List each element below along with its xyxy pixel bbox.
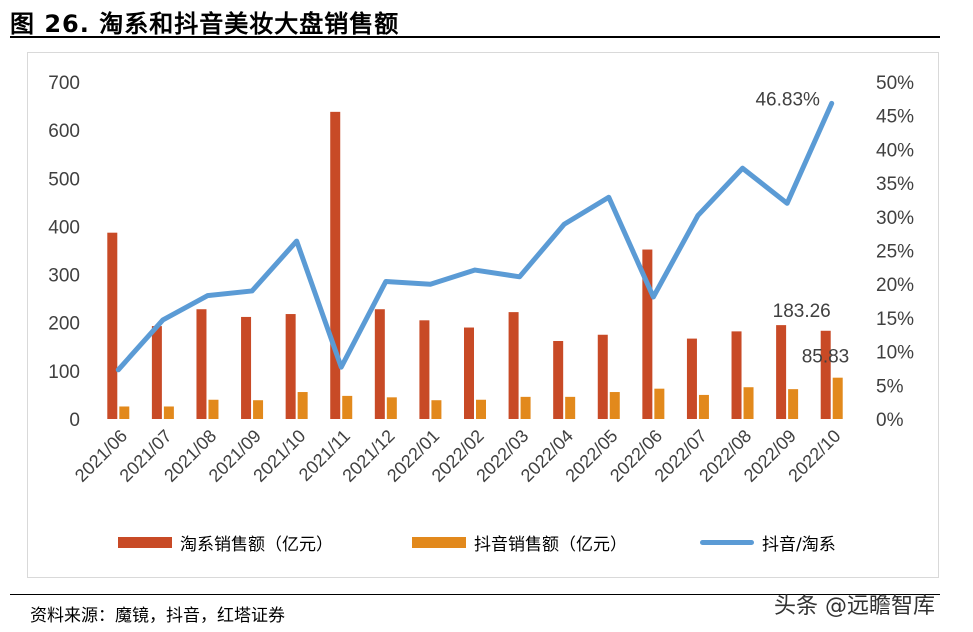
bar-taoxi <box>508 312 519 419</box>
bar-douyin <box>163 406 174 419</box>
bar-taoxi <box>642 249 653 419</box>
chart-legend: 淘系销售额（亿元） 抖音销售额（亿元） 抖音/淘系 <box>118 528 938 556</box>
legend-swatch-ratio <box>700 539 754 545</box>
right-axis-tick-label: 5% <box>876 376 904 397</box>
bar-taoxi <box>330 111 341 419</box>
bar-douyin <box>520 396 531 419</box>
bar-taoxi <box>553 341 564 419</box>
right-axis-tick-label: 50% <box>876 73 914 94</box>
right-axis-tick-label: 20% <box>876 275 914 296</box>
bar-douyin <box>788 389 799 419</box>
right-axis-tick-label: 25% <box>876 242 914 263</box>
legend-swatch-taoxi <box>118 536 172 548</box>
bar-taoxi <box>464 327 474 419</box>
right-axis-tick-label: 10% <box>876 343 914 364</box>
bar-douyin <box>565 396 576 419</box>
chart-container: 0 100 200 300 400 500 600 700 0% 5% 10% 15% 20% 25% 30… <box>27 52 939 578</box>
legend-item-douyin: 抖音销售额（亿元） <box>412 528 627 556</box>
legend-label-ratio: 抖音/淘系 <box>762 534 836 555</box>
bar-taoxi <box>107 232 118 419</box>
right-axis-tick-label: 35% <box>876 174 914 195</box>
right-axis-tick-label: 40% <box>876 140 914 161</box>
left-axis-tick-label: 500 <box>48 169 80 190</box>
bar-douyin <box>743 387 754 419</box>
annotation-last-taoxi: 183.26 <box>773 301 831 322</box>
combo-chart: 0 100 200 300 400 500 600 700 0% 5% 10% 15% 20% 25% 30… <box>48 73 914 486</box>
bar-douyin <box>431 400 442 419</box>
right-axis-tick-label: 0% <box>876 410 904 431</box>
annotation-last-ratio: 46.83% <box>755 89 820 110</box>
title-divider <box>10 36 940 38</box>
bar-taoxi <box>686 338 697 419</box>
right-axis-tick-label: 15% <box>876 309 914 330</box>
bar-douyin <box>609 392 620 419</box>
legend-label-douyin: 抖音销售额（亿元） <box>474 534 627 555</box>
bar-taoxi <box>776 325 787 419</box>
bar-taoxi <box>151 326 162 419</box>
bar-douyin <box>476 399 486 419</box>
watermark: 头条 @远瞻智库 <box>774 594 935 619</box>
bar-taoxi <box>374 309 385 419</box>
left-axis-tick-label: 200 <box>48 314 80 335</box>
left-axis-tick-label: 100 <box>48 362 80 383</box>
right-axis-tick-label: 45% <box>876 107 914 128</box>
left-axis-tick-label: 600 <box>48 121 80 142</box>
bar-douyin <box>698 394 709 419</box>
bar-taoxi <box>419 320 430 419</box>
legend-swatch-douyin <box>412 536 466 548</box>
bar-douyin <box>208 399 219 419</box>
left-axis-tick-label: 0 <box>69 410 80 431</box>
bar-douyin <box>253 400 264 419</box>
bar-douyin <box>119 406 130 419</box>
footer-divider <box>10 594 940 595</box>
bar-douyin <box>832 377 843 419</box>
bar-taoxi <box>731 331 742 419</box>
right-axis-tick-label: 30% <box>876 208 914 229</box>
bar-taoxi <box>196 309 207 419</box>
legend-item-taoxi: 淘系销售额（亿元） <box>118 528 333 556</box>
annotation-last-douyin: 85.83 <box>802 347 850 368</box>
figure-title: 图 26. 淘系和抖音美妆大盘销售额 <box>10 10 400 38</box>
bar-douyin <box>386 397 397 419</box>
bar-douyin <box>654 388 665 419</box>
left-axis-tick-label: 300 <box>48 266 80 287</box>
legend-label-taoxi: 淘系销售额（亿元） <box>180 534 333 555</box>
source-note: 资料来源：魔镜，抖音，红塔证券 <box>30 606 285 626</box>
bar-douyin <box>297 392 308 419</box>
bar-douyin <box>342 395 353 419</box>
legend-item-ratio: 抖音/淘系 <box>700 528 836 556</box>
bar-taoxi <box>241 316 252 419</box>
bar-taoxi <box>285 314 296 419</box>
left-axis-tick-label: 400 <box>48 217 80 238</box>
line-ratio <box>115 100 835 373</box>
bar-taoxi <box>820 330 831 419</box>
bar-taoxi <box>597 334 608 419</box>
left-axis-tick-label: 700 <box>48 73 80 94</box>
